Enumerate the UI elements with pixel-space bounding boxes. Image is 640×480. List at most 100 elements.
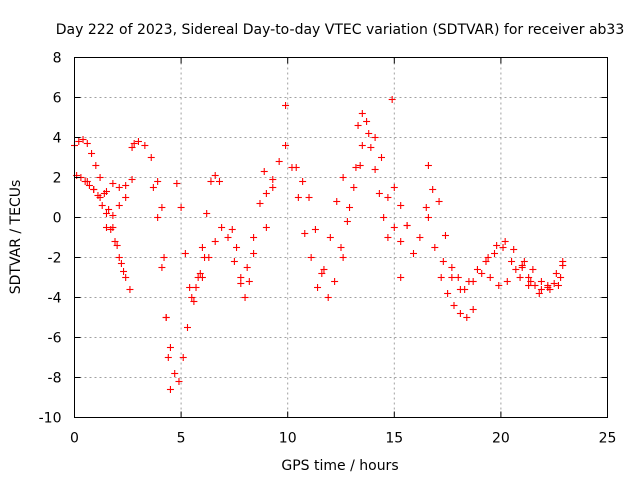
x-tick-label: 15: [385, 431, 403, 447]
data-point: [444, 290, 452, 297]
x-tick-label: 25: [599, 431, 617, 447]
data-point: [228, 226, 236, 233]
data-point: [493, 242, 501, 249]
data-point: [469, 278, 477, 285]
data-point: [215, 178, 223, 185]
data-point: [333, 198, 341, 205]
series-arc-8: [228, 176, 277, 301]
data-point: [171, 370, 179, 377]
y-tick-label: -2: [48, 251, 62, 267]
data-point: [282, 142, 290, 149]
data-point: [233, 244, 241, 251]
data-point: [211, 238, 219, 245]
data-point: [154, 214, 162, 221]
data-point: [390, 184, 398, 191]
grid-lines: [74, 57, 608, 418]
data-point: [190, 298, 198, 305]
data-point: [512, 266, 520, 273]
data-point: [439, 258, 447, 265]
data-point: [371, 166, 379, 173]
data-point: [314, 284, 322, 291]
data-point: [491, 250, 499, 257]
data-point: [96, 174, 104, 181]
data-point: [292, 164, 300, 171]
data-point: [337, 244, 345, 251]
x-tick-label: 5: [177, 431, 186, 447]
data-point: [557, 274, 565, 281]
data-point: [431, 244, 439, 251]
data-point: [122, 182, 130, 189]
data-point: [181, 250, 189, 257]
data-point: [83, 140, 91, 147]
data-point: [501, 238, 509, 245]
data-point: [305, 194, 313, 201]
data-point: [102, 224, 110, 231]
data-point: [105, 206, 113, 213]
data-point: [424, 214, 432, 221]
y-tick-label: -4: [48, 291, 62, 307]
data-point: [384, 194, 392, 201]
data-point: [384, 234, 392, 241]
series-arc-7: [198, 224, 258, 287]
data-point: [363, 118, 371, 125]
data-point: [482, 258, 490, 265]
data-point: [299, 178, 307, 185]
series-arc-18: [518, 262, 567, 293]
data-point: [128, 176, 136, 183]
data-point: [375, 190, 383, 197]
data-point: [109, 180, 117, 187]
data-point: [350, 184, 358, 191]
data-point: [339, 174, 347, 181]
data-point: [354, 122, 362, 129]
data-point: [388, 96, 396, 103]
data-point: [262, 190, 270, 197]
data-point: [448, 264, 456, 271]
y-tick-label: 2: [53, 171, 62, 187]
data-point: [218, 224, 226, 231]
data-point: [111, 238, 119, 245]
data-point: [352, 164, 360, 171]
data-point: [469, 306, 477, 313]
data-point: [461, 286, 469, 293]
data-point: [484, 254, 492, 261]
data-point: [429, 186, 437, 193]
data-point: [98, 202, 106, 209]
data-point: [92, 162, 100, 169]
y-tick-label: 0: [53, 211, 62, 227]
axis-ticks: 0 5 10 15 20 25 -10 -8 -6 -4 -2 0 2 4 6 8: [39, 51, 617, 447]
data-point: [499, 244, 507, 251]
data-point: [107, 226, 115, 233]
data-point: [224, 234, 232, 241]
data-point: [365, 130, 373, 137]
data-point: [356, 162, 364, 169]
data-point: [260, 168, 268, 175]
data-point: [126, 286, 134, 293]
data-point: [198, 244, 206, 251]
x-tick-label: 10: [279, 431, 297, 447]
series-arc-10: [292, 162, 364, 301]
data-point: [554, 282, 562, 289]
data-point: [450, 302, 458, 309]
series-outliers: [130, 102, 432, 281]
data-point: [478, 270, 486, 277]
data-point: [250, 234, 258, 241]
data-point: [339, 254, 347, 261]
data-point: [128, 144, 136, 151]
data-point: [207, 178, 215, 185]
data-point: [166, 386, 174, 393]
data-point: [203, 210, 211, 217]
data-point: [179, 354, 187, 361]
data-point: [473, 266, 481, 273]
data-point: [162, 314, 170, 321]
data-point: [531, 282, 539, 289]
series-arc-6: [173, 172, 223, 305]
data-point: [122, 274, 130, 281]
data-point: [510, 246, 518, 253]
series-arc-5: [149, 184, 209, 385]
data-point: [175, 378, 183, 385]
data-point: [448, 274, 456, 281]
data-point: [177, 204, 185, 211]
series-arc-3: [83, 176, 136, 201]
data-point: [559, 262, 567, 269]
